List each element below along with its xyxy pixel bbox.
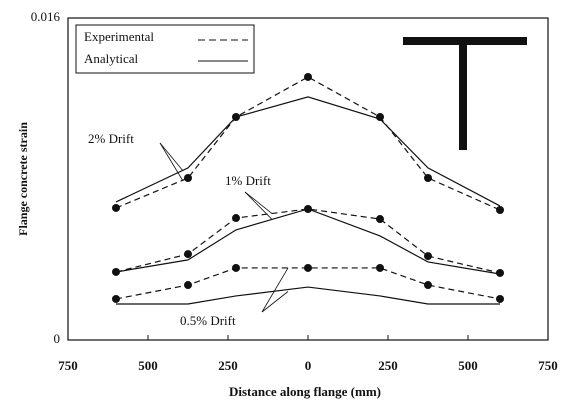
experimental-marker: [496, 205, 504, 214]
legend-label: Experimental: [84, 29, 154, 44]
y-axis-title: Flange concrete strain: [16, 122, 30, 236]
annotation-leader: [261, 291, 289, 313]
experimental-marker: [496, 268, 504, 277]
x-tick-label: 750: [58, 358, 78, 373]
experimental-marker: [376, 215, 384, 224]
experimental-marker: [232, 113, 240, 122]
experimental-marker: [112, 203, 120, 212]
experimental-marker: [184, 173, 192, 182]
experimental-marker: [424, 252, 432, 261]
experimental-marker: [496, 294, 504, 303]
t-section-icon: [403, 37, 527, 150]
experimental-marker: [424, 173, 432, 182]
annotation-bg: [223, 174, 289, 190]
x-tick-label: 0: [305, 358, 312, 373]
annotation-leader: [261, 267, 289, 313]
x-tick-label: 750: [538, 358, 558, 373]
y-tick-label: 0: [54, 331, 61, 346]
annotation-bg: [178, 314, 256, 330]
x-tick-label: 250: [378, 358, 398, 373]
annotation-leader: [244, 191, 273, 220]
experimental-marker: [376, 263, 384, 272]
experimental-marker: [184, 250, 192, 259]
experimental-marker: [304, 263, 312, 272]
drift-annotation: 0.5% Drift: [180, 313, 236, 328]
x-axis-title: Distance along flange (mm): [229, 384, 381, 399]
experimental-line: [115, 208, 501, 274]
annotation-bg: [86, 132, 152, 148]
experimental-marker: [232, 263, 240, 272]
drift-annotation: 1% Drift: [225, 173, 271, 188]
experimental-marker: [112, 294, 120, 303]
annotation-leader: [159, 142, 184, 182]
experimental-marker: [304, 204, 312, 213]
annotation-leader: [159, 142, 184, 172]
legend-label: Analytical: [84, 51, 139, 66]
experimental-marker: [112, 267, 120, 276]
y-tick-label: 0.016: [31, 9, 61, 24]
drift-annotation: 2% Drift: [88, 131, 134, 146]
experimental-marker: [424, 281, 432, 290]
legend-box: [75, 24, 255, 74]
x-tick-label: 500: [138, 358, 158, 373]
x-tick-label: 250: [218, 358, 238, 373]
experimental-marker: [376, 113, 384, 122]
experimental-marker: [304, 72, 312, 81]
annotation-leader: [244, 191, 273, 214]
experimental-marker: [184, 281, 192, 290]
experimental-line: [115, 267, 501, 300]
x-tick-label: 500: [458, 358, 478, 373]
analytical-line: [116, 286, 500, 305]
analytical-line: [115, 96, 501, 207]
experimental-marker: [232, 214, 240, 223]
